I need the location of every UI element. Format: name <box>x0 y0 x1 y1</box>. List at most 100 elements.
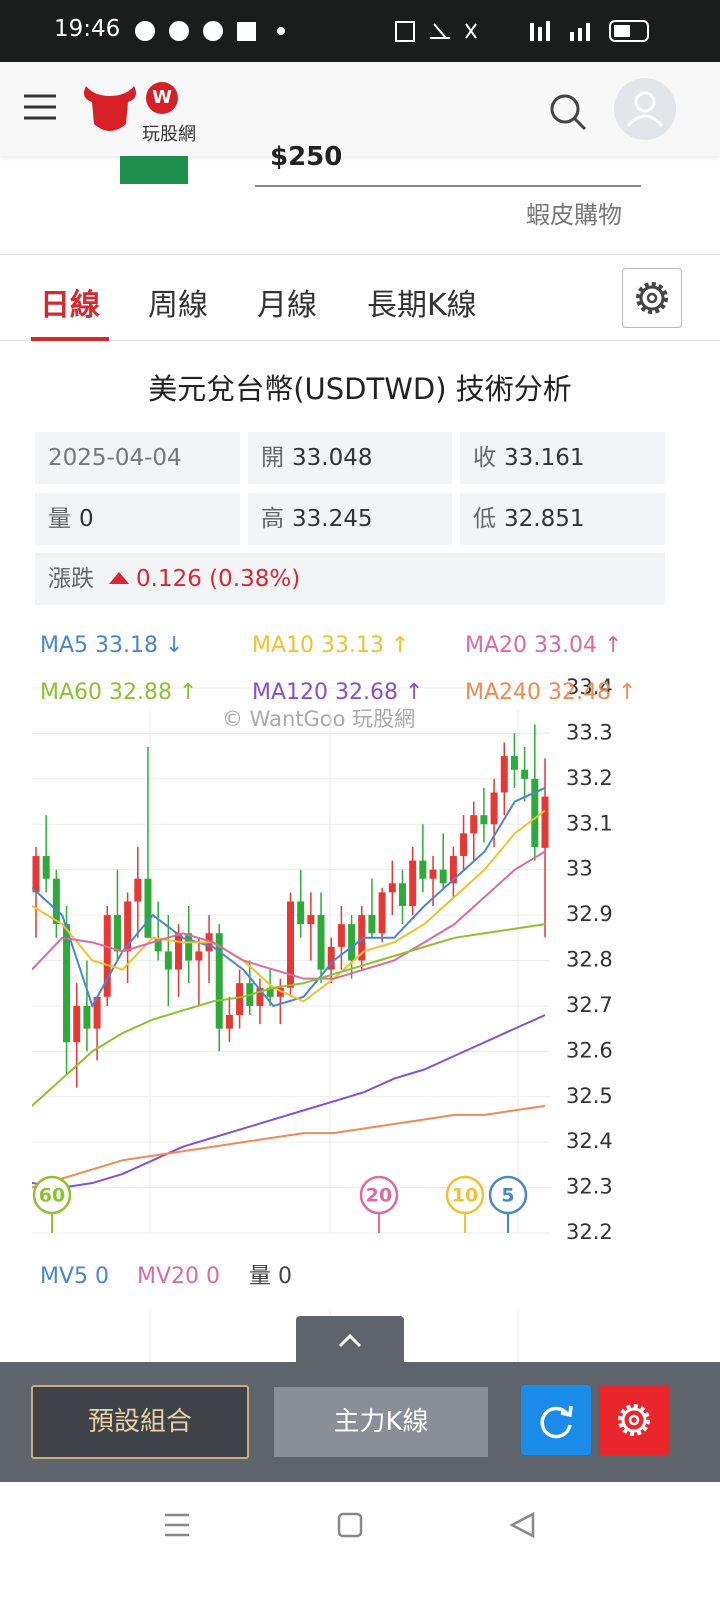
candle-body <box>175 933 183 970</box>
candle-body <box>266 987 274 997</box>
value: 33.161 <box>504 445 585 471</box>
y-tick-label: 32.3 <box>566 1175 613 1199</box>
candle-body <box>531 778 539 847</box>
menu-button[interactable] <box>22 92 58 122</box>
up-arrow <box>109 572 129 584</box>
ma-legend-arrow: ↓ <box>165 633 183 658</box>
label: 量 <box>48 506 71 532</box>
header: W 玩股網 <box>0 62 720 156</box>
ma-legend: MA240 32.48 ↑ <box>465 680 636 705</box>
candle-body <box>307 915 315 925</box>
ma-legend-arrow: ↑ <box>405 680 423 705</box>
y-tick-label: 32.2 <box>566 1220 613 1244</box>
ma-legend-value: 33.04 <box>534 633 597 658</box>
ad-divider <box>255 185 641 187</box>
candle-body <box>480 815 488 825</box>
candle-body <box>378 892 386 934</box>
badge <box>488 1175 528 1215</box>
divider <box>0 340 720 341</box>
quote-close: 收 33.161 <box>460 432 665 484</box>
nav-menu[interactable] <box>165 1513 189 1537</box>
refresh-button[interactable] <box>521 1385 591 1455</box>
ma-legend: MA10 33.13 ↑ <box>252 633 409 658</box>
candle-body <box>52 878 60 925</box>
candle-body <box>215 933 223 1029</box>
ma-line <box>32 850 546 980</box>
y-tick-label: 32.4 <box>566 1129 613 1153</box>
candle-body <box>500 756 508 793</box>
ma-legend-name: MA5 <box>40 633 88 658</box>
badge <box>359 1175 399 1215</box>
logo[interactable]: W <box>78 76 188 142</box>
candle-body <box>388 883 396 893</box>
ma-line <box>32 923 546 1107</box>
candle-body <box>103 915 111 997</box>
watermark: © WantGoo 玩股網 <box>222 707 415 731</box>
avatar[interactable] <box>614 78 676 140</box>
chart-settings-button[interactable] <box>599 1385 669 1455</box>
volume-legend-value: 0 <box>278 1264 292 1289</box>
tab-underline <box>31 337 109 341</box>
candle-body <box>164 951 172 970</box>
volume-legend: MV20 0 <box>137 1264 220 1289</box>
tab-monthly[interactable]: 月線 <box>257 288 317 323</box>
ma-legend-name: MA120 <box>252 680 328 705</box>
ma-legend: MA5 33.18 ↓ <box>40 633 183 658</box>
ma-legend-name: MA10 <box>252 633 314 658</box>
ad-price: $250 <box>270 142 343 172</box>
ma-legend-value: 33.18 <box>95 633 158 658</box>
tab-long[interactable]: 長期K線 <box>367 288 477 323</box>
nav-home[interactable] <box>337 1512 363 1538</box>
value: 0.126 <box>136 566 202 592</box>
nav-back[interactable] <box>509 1511 535 1539</box>
value: 33.245 <box>292 506 373 532</box>
quote-date: 2025-04-04 <box>35 432 240 484</box>
candle-body <box>124 901 132 952</box>
label: 高 <box>261 506 284 532</box>
quote-open: 開 33.048 <box>248 432 452 484</box>
ma-legend-value: 32.48 <box>548 680 611 705</box>
ma-legend-name: MA20 <box>465 633 527 658</box>
svg-text:W: W <box>152 87 172 108</box>
tab-weekly[interactable]: 周線 <box>148 288 208 323</box>
y-tick-label: 32.9 <box>566 902 613 926</box>
y-tick-label: 33 <box>566 857 593 881</box>
candle-body <box>276 987 284 997</box>
candle-body <box>225 1015 233 1029</box>
candle-body <box>429 869 437 879</box>
y-tick-label: 32.5 <box>566 1084 613 1108</box>
chart-title: 美元兌台幣(USDTWD) 技術分析 <box>148 372 572 406</box>
ma-legend-arrow: ↑ <box>604 633 622 658</box>
candle-body <box>409 860 417 906</box>
value: 33.048 <box>292 445 373 471</box>
quote-high: 高 33.245 <box>248 493 452 545</box>
collapse-tab[interactable] <box>296 1316 404 1362</box>
tab-daily[interactable]: 日線 <box>40 288 100 323</box>
label: 低 <box>473 506 496 532</box>
ma-line <box>32 809 546 1003</box>
preset-button[interactable]: 預設組合 <box>31 1385 249 1459</box>
y-tick-label: 33.2 <box>566 766 613 790</box>
candle-body <box>398 883 406 906</box>
badge-label: 10 <box>452 1185 478 1207</box>
y-tick-label: 33.3 <box>566 720 613 744</box>
ma-line <box>32 1104 546 1189</box>
volume-legend-name: MV20 <box>137 1264 199 1289</box>
main-k-button[interactable]: 主力K線 <box>274 1387 488 1457</box>
candle-body <box>337 924 345 947</box>
nav-bar <box>165 1511 535 1539</box>
ma-line <box>32 787 546 1009</box>
candle-body <box>541 796 549 848</box>
y-tick-label: 32.8 <box>566 948 613 972</box>
time: 19:46 <box>54 16 121 42</box>
settings-button[interactable] <box>622 268 682 328</box>
ma-legend: MA120 32.68 ↑ <box>252 680 423 705</box>
value-pct: (0.38%) <box>209 566 301 592</box>
status-icons <box>135 20 649 42</box>
candle-body <box>195 951 203 961</box>
ad-image[interactable] <box>120 156 188 184</box>
search-button[interactable] <box>548 92 588 132</box>
candle-body <box>93 996 101 1029</box>
